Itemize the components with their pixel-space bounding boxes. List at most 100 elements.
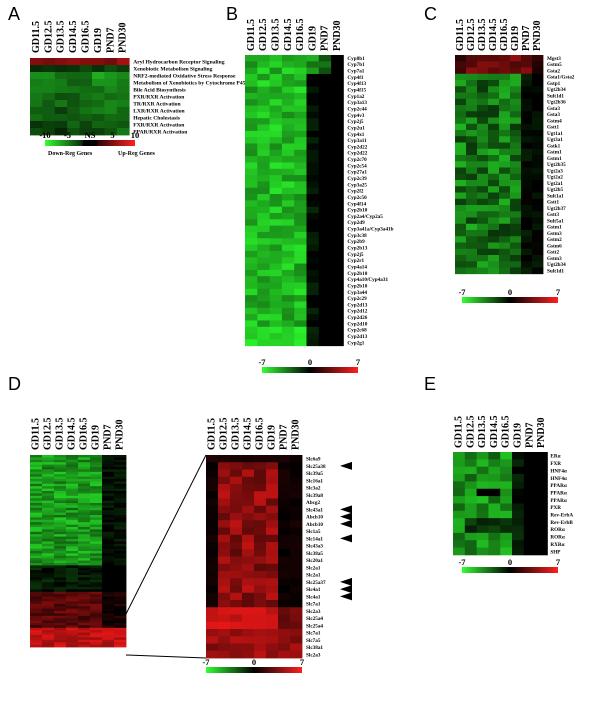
panel-c-cell	[521, 248, 533, 256]
panel-c-cell	[477, 142, 489, 150]
panel-e-cell	[535, 481, 548, 490]
panel-b-row-label: Cyp4x1	[347, 132, 364, 138]
panel-d-overview-cell	[66, 479, 79, 482]
panel-b-cell	[257, 143, 270, 151]
panel-d-zoom-cell	[218, 556, 231, 565]
panel-d-overview-cell	[78, 644, 91, 648]
panel-d-overview-cell	[30, 579, 43, 583]
panel-e-cell	[512, 547, 525, 556]
panel-d-overview-cell	[102, 555, 115, 559]
panel-b-scale-tick: 7	[356, 357, 361, 367]
panel-d-overview-cell	[90, 467, 103, 470]
panel-d-overview-cell	[30, 515, 43, 518]
panel-d-overview-cell	[102, 615, 115, 619]
panel-d-transporter-heatmap: GD11.5 GD12.5 GD13.5 GD14.5 GD16.5 GD19 PND7 PN…	[30, 418, 352, 673]
panel-d-zoom-cell	[278, 636, 291, 644]
panel-d-overview-cell	[30, 615, 43, 619]
panel-d-overview-cell	[54, 611, 67, 614]
panel-d-overview-cell	[54, 524, 67, 528]
panel-b-cell	[269, 162, 283, 170]
panel-d-overview-cell	[114, 620, 127, 624]
panel-d-overview-cell	[114, 510, 127, 513]
panel-d-overview-cell	[102, 596, 115, 600]
panel-d-overview-cell	[90, 572, 103, 576]
panel-c-row-label: Gstt1	[547, 200, 560, 206]
panel-c-cell	[510, 267, 522, 275]
panel-b-cell	[331, 86, 344, 94]
panel-d-overview-cell	[66, 575, 79, 578]
panel-c-row-label: Sult5a1	[547, 218, 564, 224]
panel-b-col-label: GD19	[307, 26, 318, 51]
panel-b-cell	[269, 124, 283, 132]
panel-d-overview-cell	[54, 546, 67, 549]
panel-d-overview-cell	[90, 464, 103, 468]
panel-e-cell	[535, 459, 548, 468]
panel-b-cell	[245, 194, 258, 201]
panel-d-overview-cell	[78, 471, 91, 475]
panel-d-overview-cell	[114, 618, 127, 621]
panel-d-overview-col-label: GD14.5	[67, 418, 78, 451]
panel-d-overview-cell	[90, 625, 103, 629]
panel-d-overview-cell	[42, 536, 55, 540]
panel-c-cell	[521, 73, 533, 81]
panel-d-overview-cell	[114, 486, 127, 489]
panel-d-overview-cell	[78, 603, 91, 607]
panel-d-overview-cell	[78, 611, 91, 614]
panel-c-cell	[532, 192, 544, 200]
panel-d-zoom-cell	[230, 592, 243, 601]
panel-c-cell	[488, 161, 500, 168]
panel-e-cell	[464, 518, 477, 526]
panel-b-cell	[306, 143, 320, 151]
panel-d-zoom-cell	[242, 643, 255, 652]
panel-c-cell	[510, 92, 522, 100]
panel-a-cell	[30, 58, 43, 66]
panel-d-zoom-cell	[218, 629, 231, 637]
panel-c-cell	[477, 92, 489, 100]
panel-d-overview-cell	[54, 615, 67, 619]
panel-d-overview-cell	[102, 632, 115, 636]
panel-d-overview-cell	[114, 560, 127, 564]
panel-c-cell	[455, 105, 467, 112]
panel-e-cell	[453, 503, 466, 512]
panel-d-overview-cell	[42, 479, 55, 482]
panel-a-cell	[42, 58, 56, 66]
panel-b-cell	[331, 175, 344, 182]
panel-d-overview-cell	[78, 546, 91, 549]
panel-e-row-label: PPARα	[550, 490, 566, 496]
panel-d-overview-cell	[30, 459, 43, 463]
panel-d-overview-cell	[30, 608, 43, 612]
panel-d-overview-cell	[30, 543, 43, 547]
panel-b-cell	[331, 124, 344, 132]
panel-c-cell	[499, 148, 511, 156]
panel-a-row-label: Metabolism of Xenobiotics by Cytochrome …	[133, 80, 248, 86]
panel-letter-c: C	[424, 4, 437, 24]
panel-b-cell	[269, 181, 283, 189]
panel-b-cell	[331, 250, 344, 258]
panel-c-cell	[455, 180, 467, 187]
panel-b-cell	[306, 61, 320, 69]
panel-e-cell	[523, 481, 536, 490]
panel-b-cell	[281, 307, 295, 315]
panel-b-cell	[257, 250, 270, 258]
panel-d-overview-cell	[90, 608, 103, 612]
panel-d-overview-cell	[54, 474, 67, 477]
panel-b-cell	[257, 168, 270, 176]
panel-d-overview-cell	[30, 474, 43, 477]
panel-d-overview-cell	[66, 498, 79, 501]
panel-c-cell	[455, 61, 467, 68]
panel-d-zoom-cell	[254, 505, 267, 514]
panel-b-cell	[306, 238, 320, 245]
panel-d-overview-cell	[90, 539, 103, 542]
panel-b-cell	[281, 219, 295, 227]
panel-d-overview-cell	[78, 565, 91, 569]
panel-d-overview-cell	[54, 596, 67, 600]
panel-e-cell	[523, 452, 536, 460]
panel-b-cell	[318, 105, 332, 113]
panel-b-row-label: Cyp2f2	[347, 189, 364, 195]
panel-d-zoom-cell	[206, 505, 219, 514]
panel-d-overview-cell	[90, 613, 103, 617]
panel-d-overview-cell	[102, 459, 115, 463]
panel-c-cell	[532, 161, 544, 168]
panel-b-cell	[318, 231, 332, 239]
panel-c-cell	[466, 73, 478, 81]
